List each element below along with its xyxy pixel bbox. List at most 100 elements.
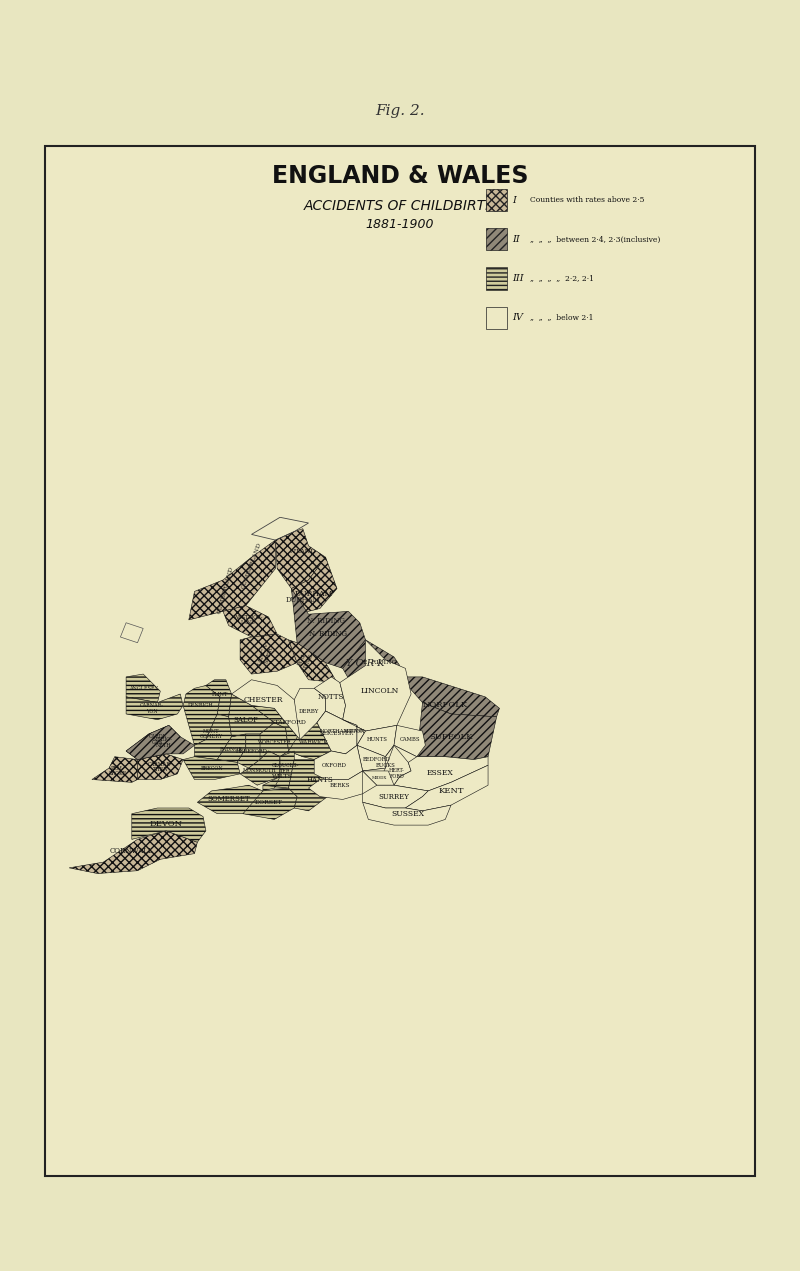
Text: SUSSEX: SUSSEX xyxy=(392,810,425,817)
Text: NOTTS: NOTTS xyxy=(318,693,345,700)
Text: DENBIGH: DENBIGH xyxy=(187,703,213,708)
Polygon shape xyxy=(238,733,269,768)
Text: SALOP: SALOP xyxy=(234,716,258,723)
Polygon shape xyxy=(342,719,366,745)
Text: Counties with rates above 2·5: Counties with rates above 2·5 xyxy=(530,196,645,205)
Text: CARNAR-
VON: CARNAR- VON xyxy=(140,703,164,713)
Bar xyxy=(486,306,506,329)
Bar xyxy=(486,189,506,211)
Bar xyxy=(486,229,506,250)
Polygon shape xyxy=(229,694,274,737)
Text: Fig. 2.: Fig. 2. xyxy=(375,104,425,118)
Text: RADNOR: RADNOR xyxy=(220,747,243,752)
Polygon shape xyxy=(126,726,194,760)
Polygon shape xyxy=(126,726,180,760)
Text: I: I xyxy=(513,196,517,205)
Polygon shape xyxy=(289,639,337,683)
Text: ESSEX: ESSEX xyxy=(426,769,453,777)
Polygon shape xyxy=(194,714,231,760)
Polygon shape xyxy=(317,710,366,754)
Polygon shape xyxy=(294,689,326,740)
Polygon shape xyxy=(394,756,488,791)
Polygon shape xyxy=(218,733,246,763)
Polygon shape xyxy=(132,808,206,843)
Text: DERBY: DERBY xyxy=(298,709,318,713)
Polygon shape xyxy=(189,540,275,620)
Bar xyxy=(486,267,506,290)
Bar xyxy=(45,146,755,1176)
Text: GLOUCES-
TER: GLOUCES- TER xyxy=(272,763,299,774)
Polygon shape xyxy=(69,831,198,873)
Polygon shape xyxy=(231,680,302,740)
Text: HERT-
FORD: HERT- FORD xyxy=(389,769,405,779)
Polygon shape xyxy=(240,751,280,785)
Text: CUMBERLAND: CUMBERLAND xyxy=(241,541,262,590)
Polygon shape xyxy=(362,785,428,808)
Text: MONT-
GOMERY: MONT- GOMERY xyxy=(200,728,223,740)
Polygon shape xyxy=(183,685,220,745)
Polygon shape xyxy=(340,639,411,731)
Text: CAMBS: CAMBS xyxy=(400,737,420,742)
Text: BERKS: BERKS xyxy=(330,783,350,788)
Text: „  „  „  between 2·4, 2·3(inclusive): „ „ „ between 2·4, 2·3(inclusive) xyxy=(530,235,661,243)
Polygon shape xyxy=(183,756,240,779)
Text: MERIO-
NETH: MERIO- NETH xyxy=(154,737,173,747)
Polygon shape xyxy=(317,710,357,754)
Text: III: III xyxy=(513,275,524,283)
Text: CARMAR-
THEN: CARMAR- THEN xyxy=(148,761,173,773)
Text: II: II xyxy=(513,235,520,244)
Text: STAFFORD: STAFFORD xyxy=(270,719,306,724)
Polygon shape xyxy=(206,680,231,717)
Text: DURHAM: DURHAM xyxy=(295,590,334,599)
Text: FLINT: FLINT xyxy=(212,691,228,697)
Polygon shape xyxy=(406,765,488,811)
Text: SURREY: SURREY xyxy=(378,793,410,801)
Text: W.RI-
DING: W.RI- DING xyxy=(298,651,314,670)
Text: CHESTER: CHESTER xyxy=(243,695,282,704)
Text: N'LAND: N'LAND xyxy=(290,549,316,554)
Polygon shape xyxy=(394,726,426,756)
Text: MIDDX: MIDDX xyxy=(372,777,387,780)
Text: CUMBERLAND: CUMBERLAND xyxy=(217,566,234,615)
Text: HUNTS: HUNTS xyxy=(366,737,387,742)
Text: NORFOLK: NORFOLK xyxy=(422,702,468,709)
Polygon shape xyxy=(362,745,417,785)
Polygon shape xyxy=(198,785,263,813)
Polygon shape xyxy=(260,722,289,760)
Text: LANCA-
STER: LANCA- STER xyxy=(257,641,275,667)
Text: „  „  „  below 2·1: „ „ „ below 2·1 xyxy=(530,314,594,322)
Text: WARWICK: WARWICK xyxy=(299,740,329,745)
Polygon shape xyxy=(251,705,302,756)
Polygon shape xyxy=(291,557,337,614)
Polygon shape xyxy=(243,788,297,820)
Text: BEDFORD: BEDFORD xyxy=(363,758,390,763)
Text: DEVON: DEVON xyxy=(150,820,182,827)
Text: SUFFOLK: SUFFOLK xyxy=(430,733,473,741)
Polygon shape xyxy=(138,754,183,779)
Polygon shape xyxy=(357,745,394,771)
Polygon shape xyxy=(417,703,497,760)
Text: N. RIDING: N. RIDING xyxy=(306,616,345,625)
Polygon shape xyxy=(314,677,346,719)
Text: PEM-
BROKE: PEM- BROKE xyxy=(108,765,126,777)
Text: CARDI-
GAN: CARDI- GAN xyxy=(148,735,166,745)
Text: DORSET: DORSET xyxy=(254,799,282,805)
Polygon shape xyxy=(92,756,138,783)
Text: N. RIDING: N. RIDING xyxy=(310,630,347,638)
Text: DURHAM: DURHAM xyxy=(286,596,320,604)
Polygon shape xyxy=(263,751,294,791)
Text: HANTS: HANTS xyxy=(306,775,334,783)
Text: LEICESTER: LEICESTER xyxy=(320,731,354,736)
Text: WORCESTER: WORCESTER xyxy=(258,740,291,745)
Text: 1881-1900: 1881-1900 xyxy=(366,219,434,231)
Polygon shape xyxy=(362,802,451,825)
Text: ACCIDENTS OF CHILDBIRTH: ACCIDENTS OF CHILDBIRTH xyxy=(304,200,496,214)
Text: HEREFORD: HEREFORD xyxy=(235,749,267,754)
Polygon shape xyxy=(314,745,362,779)
Text: MONMOUTH: MONMOUTH xyxy=(243,769,277,774)
Text: CORNWALL: CORNWALL xyxy=(110,846,154,855)
Polygon shape xyxy=(240,634,297,674)
Text: BUCKS: BUCKS xyxy=(375,763,395,768)
Text: NORTHAMPTON: NORTHAMPTON xyxy=(320,728,366,733)
Text: WESTMOR-
LAND: WESTMOR- LAND xyxy=(234,614,263,625)
